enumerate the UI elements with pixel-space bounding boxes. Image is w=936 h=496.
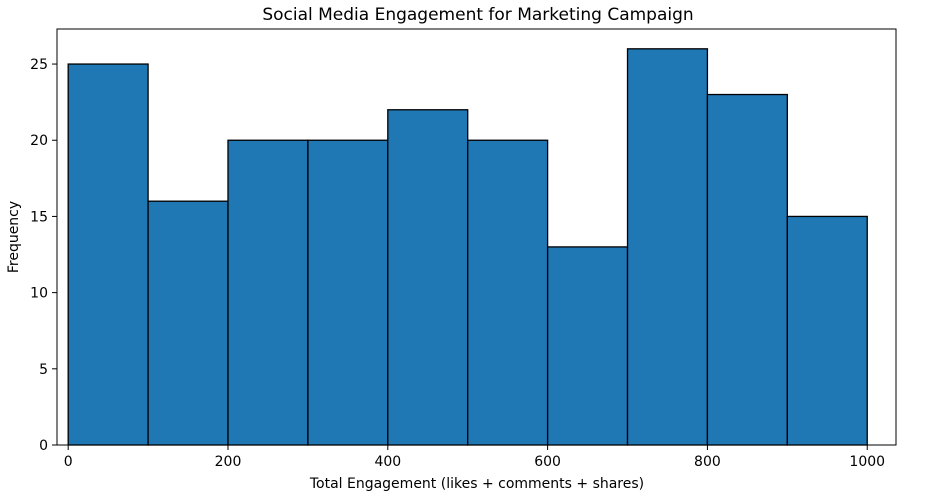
x-tick-label: 400 xyxy=(374,454,401,470)
bars-group xyxy=(67,48,868,446)
histogram-bar xyxy=(307,139,389,446)
y-tick-label: 10 xyxy=(30,286,48,302)
histogram-bar xyxy=(546,246,629,446)
histogram-bar xyxy=(147,200,229,446)
histogram-bar xyxy=(227,139,309,446)
x-axis-ticks: 0 200 400 600 800 1000 xyxy=(64,445,885,470)
y-tick-label: 20 xyxy=(30,133,48,149)
histogram-bar xyxy=(467,139,549,446)
histogram-bar xyxy=(626,48,709,446)
x-tick-label: 600 xyxy=(534,454,561,470)
x-tick-label: 0 xyxy=(64,454,73,470)
x-tick-label: 800 xyxy=(694,454,721,470)
y-axis-label: Frequency xyxy=(6,201,22,273)
y-tick-label: 25 xyxy=(30,57,48,73)
y-axis-ticks: 0 5 10 15 20 25 xyxy=(30,57,57,454)
histogram-bar xyxy=(786,215,868,446)
x-axis-label: Total Engagement (likes + comments + sha… xyxy=(309,476,644,492)
chart-title: Social Media Engagement for Marketing Ca… xyxy=(262,5,693,25)
histogram-bar xyxy=(706,93,788,446)
x-tick-label: 1000 xyxy=(849,454,885,470)
histogram-bar xyxy=(67,63,149,446)
y-tick-label: 5 xyxy=(39,362,48,378)
y-tick-label: 15 xyxy=(30,209,48,225)
histogram-bar xyxy=(387,109,469,446)
plot-frame xyxy=(56,28,897,446)
y-tick-label: 0 xyxy=(39,438,48,454)
x-tick-label: 200 xyxy=(215,454,242,470)
